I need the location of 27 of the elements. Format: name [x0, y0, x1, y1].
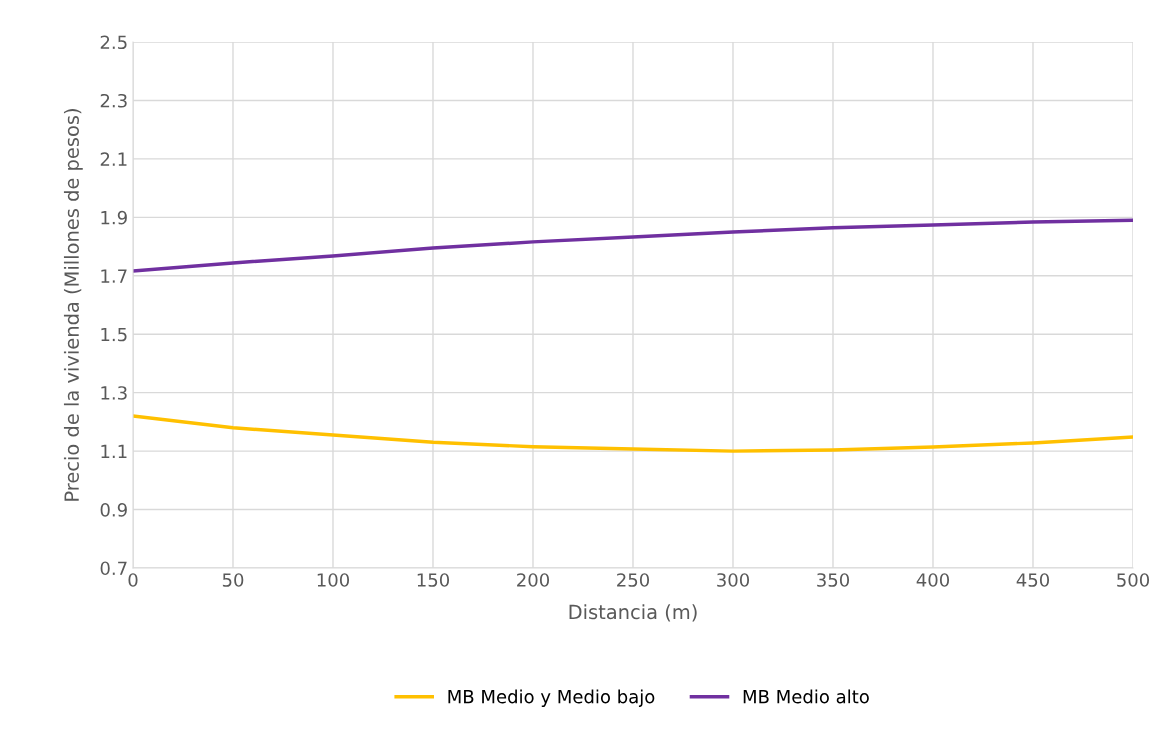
x-tick-label: 400	[916, 573, 950, 587]
y-tick-label: 2.5	[100, 35, 127, 50]
y-tick-label: 0.7	[100, 561, 127, 576]
y-tick-label: 2.1	[100, 152, 127, 166]
legend-label: MB Medio y Medio bajo	[448, 689, 655, 707]
y-tick-label: 1.7	[101, 269, 127, 283]
x-tick-label: 500	[1117, 573, 1150, 587]
x-tick-label: 300	[717, 573, 750, 587]
y-tick-label: 1.1	[101, 444, 127, 458]
x-tick-label: 0	[128, 573, 138, 587]
x-tick-label: 450	[1016, 573, 1050, 587]
x-tick-label: 350	[817, 573, 850, 587]
y-tick-label: 1.9	[101, 210, 127, 225]
legend-label: MB Medio alto	[743, 689, 869, 704]
y-tick-label: 0.9	[100, 503, 127, 517]
x-axis-title: Distancia (m)	[569, 604, 697, 622]
x-tick-label: 100	[317, 573, 350, 587]
x-tick-label: 200	[517, 573, 550, 587]
y-tick-label: 2.3	[100, 93, 127, 108]
x-tick-label: 250	[617, 573, 650, 587]
line-series	[133, 414, 1133, 453]
x-tick-label: 150	[417, 573, 450, 587]
line-series	[133, 218, 1133, 273]
x-tick-label: 50	[222, 573, 244, 587]
y-tick-label: 1.3	[101, 386, 127, 400]
y-tick-label: 1.5	[101, 327, 127, 342]
y-axis-title: Precio de la vivienda (Millones de pesos)	[63, 109, 83, 501]
